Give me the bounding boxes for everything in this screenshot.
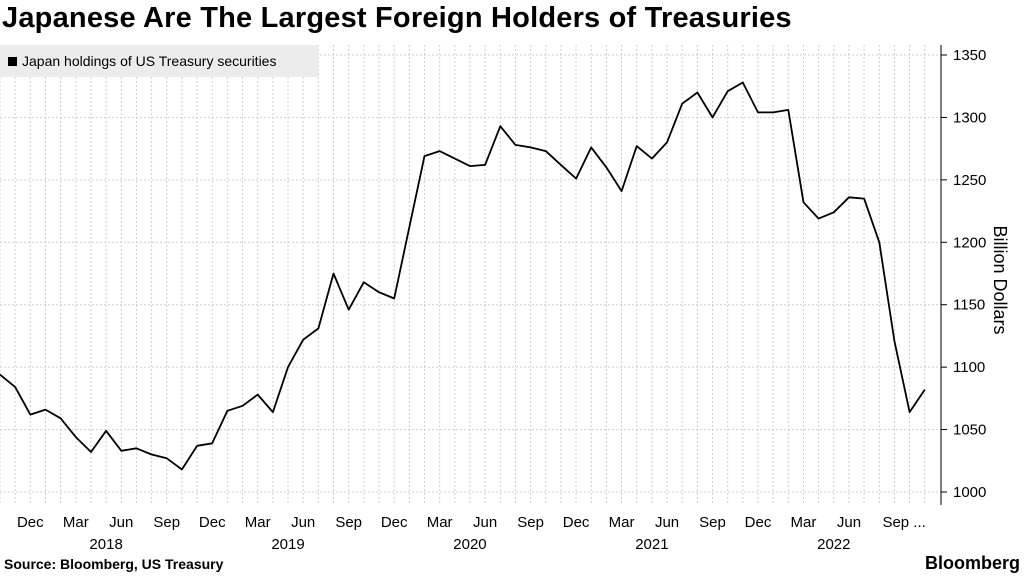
y-tick-label: 1250 bbox=[953, 172, 986, 189]
x-tick-label: Dec bbox=[745, 514, 772, 531]
y-tick-label: 1050 bbox=[953, 422, 986, 439]
y-tick-label: 1150 bbox=[953, 297, 985, 314]
y-tick-label: 1300 bbox=[953, 109, 986, 126]
bloomberg-logo: Bloomberg bbox=[924, 553, 1020, 573]
x-tick-label: Jun bbox=[291, 514, 315, 531]
x-axis: Dec Mar Jun Sep Dec Mar Jun Sep Dec Mar Jun Sep Dec M… bbox=[17, 514, 926, 553]
series-layer bbox=[0, 81, 926, 471]
y-tick-label: 1350 bbox=[953, 47, 986, 64]
x-tick-label: Jun bbox=[473, 514, 497, 531]
x-tick-label: Sep ... bbox=[882, 514, 925, 531]
x-tick-label: Sep bbox=[153, 514, 180, 531]
x-tick-label: Sep bbox=[699, 514, 726, 531]
legend-swatch bbox=[8, 56, 17, 66]
x-tick-label: Mar bbox=[245, 514, 271, 531]
x-tick-label: Jun bbox=[655, 514, 679, 531]
y-tick-label: 1000 bbox=[953, 484, 986, 501]
y-axis: 1000 1050 1100 1150 1200 1250 1300 1350 bbox=[940, 45, 986, 505]
x-year-label: 2020 bbox=[453, 536, 486, 553]
x-tick-label: Sep bbox=[335, 514, 362, 531]
x-tick-label: Dec bbox=[381, 514, 408, 531]
legend-label: Japan holdings of US Treasury securities bbox=[22, 53, 277, 69]
y-tick-label: 1200 bbox=[953, 234, 986, 251]
source-note: Source: Bloomberg, US Treasury bbox=[4, 556, 224, 572]
x-tick-label: Jun bbox=[837, 514, 861, 531]
x-year-label: 2019 bbox=[271, 536, 304, 553]
x-tick-label: Mar bbox=[427, 514, 453, 531]
x-tick-label: Dec bbox=[17, 514, 44, 531]
y-tick-label: 1100 bbox=[953, 359, 985, 376]
y-axis-label: Billion Dollars bbox=[990, 225, 1010, 334]
x-tick-label: Dec bbox=[199, 514, 226, 531]
chart-title: Japanese Are The Largest Foreign Holders… bbox=[2, 2, 792, 34]
x-year-label: 2018 bbox=[89, 536, 122, 553]
x-year-label: 2022 bbox=[817, 536, 850, 553]
x-tick-label: Sep bbox=[517, 514, 544, 531]
x-tick-label: Mar bbox=[63, 514, 89, 531]
x-tick-label: Mar bbox=[791, 514, 817, 531]
x-tick-label: Mar bbox=[609, 514, 635, 531]
grid bbox=[0, 45, 941, 505]
x-tick-label: Dec bbox=[563, 514, 590, 531]
legend: Japan holdings of US Treasury securities bbox=[0, 45, 318, 77]
x-year-label: 2021 bbox=[635, 536, 668, 553]
series-line bbox=[0, 81, 926, 471]
x-tick-label: Jun bbox=[109, 514, 133, 531]
